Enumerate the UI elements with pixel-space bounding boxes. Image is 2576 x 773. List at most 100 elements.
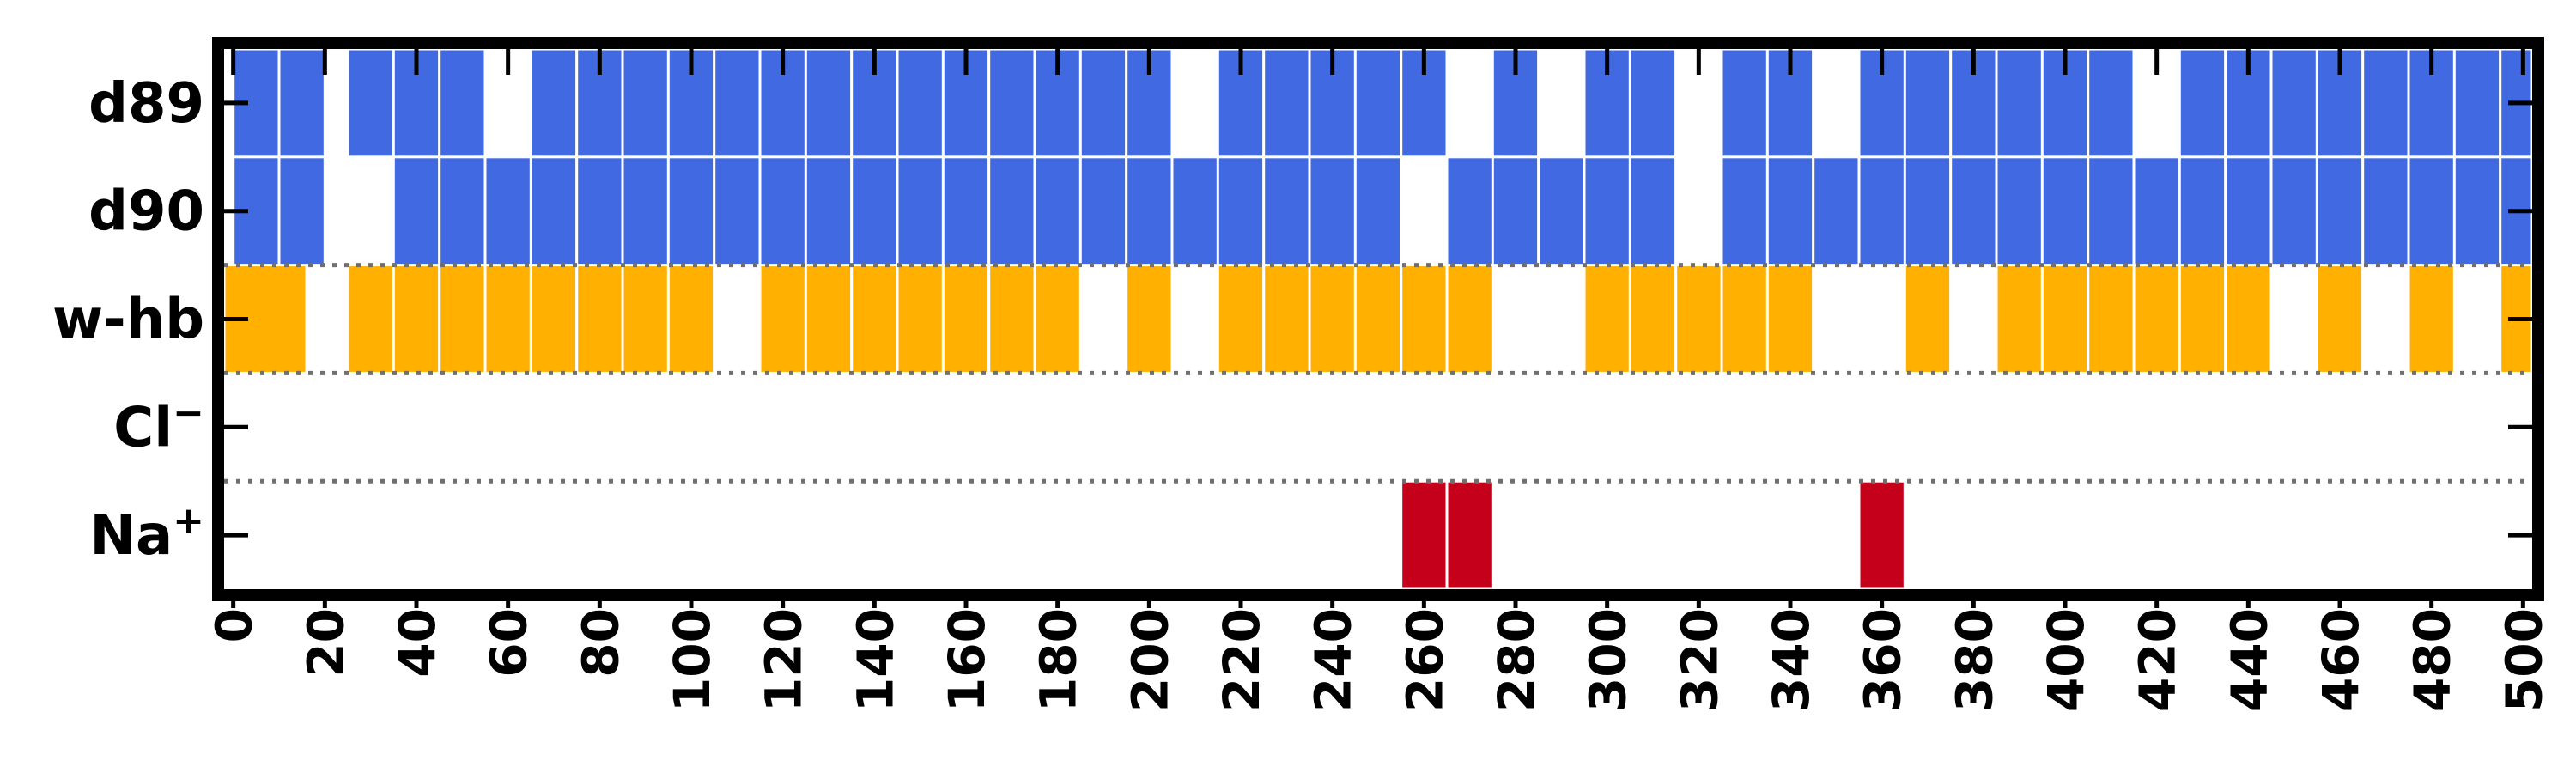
x-tick-label: 360: [1854, 608, 1912, 712]
row-dividers: [224, 263, 2532, 484]
heatmap-cell: [1585, 158, 1629, 265]
heatmap-cell: [990, 50, 1034, 156]
x-tick-label: 20: [296, 608, 355, 678]
heatmap-cell: [1036, 158, 1079, 265]
heatmap-cell: [715, 158, 759, 265]
y-tick-label: d89: [88, 72, 204, 136]
heatmap-cell: [990, 158, 1034, 265]
heatmap-cell: [1310, 158, 1354, 265]
x-tick-label: 200: [1121, 608, 1179, 712]
heatmap-cell: [440, 158, 484, 265]
heatmap-cell: [944, 158, 988, 265]
heatmap-cell: [1127, 158, 1171, 265]
heatmap-cell: [262, 266, 306, 372]
heatmap-cell: [1218, 158, 1263, 265]
heatmap-cell: [2318, 266, 2362, 372]
heatmap-cell: [1997, 50, 2041, 156]
heatmap-cell: [2364, 158, 2408, 265]
heatmap-cell: [1905, 50, 1950, 156]
heatmap-cell: [2227, 158, 2270, 265]
heatmap-cell: [1493, 158, 1538, 265]
heatmap-cell: [2135, 158, 2178, 265]
heatmap-cell: [394, 266, 439, 372]
heatmap-cell: [761, 158, 805, 265]
heatmap-cell: [532, 266, 576, 372]
heatmap-cell: [1265, 158, 1309, 265]
heatmap-cell: [2364, 50, 2408, 156]
heatmap-cell: [1265, 266, 1309, 372]
heatmap-cell: [853, 266, 896, 372]
heatmap-cell: [1310, 266, 1354, 372]
heatmap-cell: [1905, 158, 1950, 265]
heatmap-cell: [898, 50, 942, 156]
heatmap-cell: [623, 266, 667, 372]
y-tick-label: Na+: [89, 499, 204, 568]
heatmap-cell: [2409, 266, 2453, 372]
heatmap-cell: [2135, 266, 2178, 372]
heatmap-cell: [1814, 158, 1858, 265]
heatmap-cell: [898, 266, 942, 372]
heatmap-cell: [1722, 50, 1766, 156]
x-tick-label: 300: [1579, 608, 1637, 712]
heatmap-cell: [1081, 50, 1126, 156]
x-tick-label: 240: [1304, 608, 1363, 712]
heatmap-cell: [349, 266, 392, 372]
x-tick-label: 320: [1670, 608, 1728, 712]
heatmap-cell: [1540, 158, 1583, 265]
heatmap-cell: [1768, 158, 1813, 265]
heatmap-cell: [623, 50, 667, 156]
heatmap-cell: [578, 158, 622, 265]
heatmap-cell: [2227, 266, 2270, 372]
heatmap-cell: [1265, 50, 1309, 156]
heatmap-cell: [486, 266, 530, 372]
heatmap-cell: [1081, 158, 1126, 265]
heatmap-cell: [440, 266, 484, 372]
heatmap-cell: [2180, 266, 2225, 372]
heatmap-cell: [2043, 158, 2087, 265]
heatmap-cell: [1218, 266, 1263, 372]
x-tick-label: 400: [2037, 608, 2095, 712]
heatmap-cell: [1952, 158, 1996, 265]
heatmap-cell: [2089, 50, 2133, 156]
heatmap-cell: [1402, 266, 1446, 372]
y-tick-label: Cl−: [113, 391, 204, 460]
x-tick-label: 420: [2129, 608, 2187, 712]
heatmap-cell: [1860, 158, 1904, 265]
x-tick-label: 80: [571, 608, 629, 678]
heatmap-cell: [440, 50, 484, 156]
heatmap-cell: [1631, 50, 1675, 156]
heatmap-cell: [1356, 158, 1400, 265]
x-tick-label: 340: [1762, 608, 1820, 712]
x-tick-label: 40: [388, 608, 447, 678]
heatmap-cell: [1722, 158, 1766, 265]
heatmap-cell: [1768, 266, 1813, 372]
heatmap-cell: [2409, 158, 2453, 265]
heatmap-cell: [1631, 266, 1675, 372]
x-tick-label: 260: [1395, 608, 1454, 712]
heatmap-cell: [1997, 266, 2041, 372]
heatmap-cell: [1448, 482, 1492, 588]
heatmap-cell: [2089, 158, 2133, 265]
x-tick-label: 120: [755, 608, 813, 712]
heatmap-cell: [578, 266, 622, 372]
heatmap-cell: [1585, 266, 1629, 372]
heatmap-cell: [761, 266, 805, 372]
heatmap-cell: [532, 158, 576, 265]
heatmap-cell: [853, 158, 896, 265]
heatmap-cell: [1905, 266, 1950, 372]
x-tick-label: 380: [1945, 608, 2003, 712]
heatmap-cell: [2043, 266, 2087, 372]
heatmap-cell: [2318, 158, 2362, 265]
heatmap-cell: [1860, 482, 1904, 588]
heatmap-cell: [1356, 50, 1400, 156]
x-tick-label: 0: [205, 608, 264, 642]
heatmap-cell: [669, 266, 714, 372]
x-tick-label: 220: [1212, 608, 1271, 712]
x-tick-label: 440: [2220, 608, 2278, 712]
heatmap-cell: [2089, 266, 2133, 372]
heatmap-cell: [2180, 158, 2225, 265]
y-tick-label: d90: [88, 180, 204, 244]
heatmap-cell: [532, 50, 576, 156]
heatmap-cell: [944, 266, 988, 372]
heatmap-cell: [1997, 158, 2041, 265]
